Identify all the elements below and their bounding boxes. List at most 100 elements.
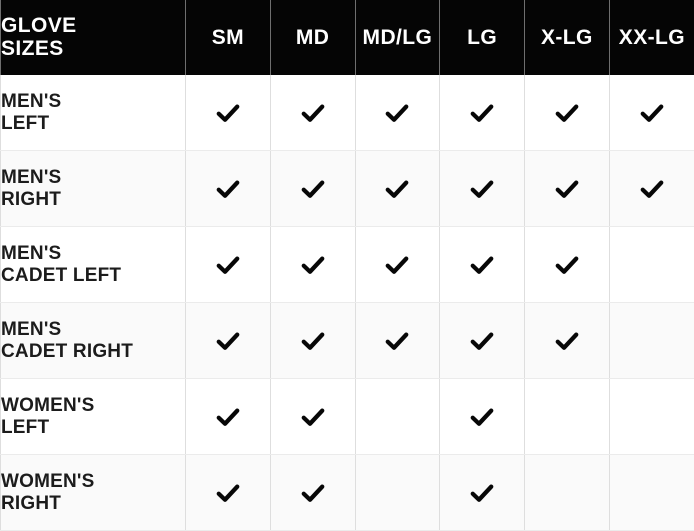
row-label-line: RIGHT bbox=[1, 189, 185, 210]
checkmark-icon bbox=[440, 455, 524, 530]
column-header-xx-lg: XX-LG bbox=[609, 0, 694, 75]
checkmark-icon bbox=[356, 151, 440, 226]
table-corner-title: GLOVE SIZES bbox=[1, 0, 186, 75]
checkmark-icon bbox=[440, 227, 524, 302]
checkmark-icon bbox=[525, 151, 609, 226]
row-label-line: MEN'S bbox=[1, 319, 185, 340]
checkmark-icon bbox=[271, 455, 355, 530]
checkmark-icon bbox=[610, 75, 694, 150]
row-label-line: LEFT bbox=[1, 417, 185, 438]
empty-marker bbox=[525, 379, 609, 454]
availability-cell-checked bbox=[525, 151, 610, 227]
checkmark-icon bbox=[186, 303, 270, 378]
checkmark-icon bbox=[356, 303, 440, 378]
row-label-line: RIGHT bbox=[1, 493, 185, 514]
availability-cell-checked bbox=[609, 75, 694, 151]
availability-cell-checked bbox=[609, 151, 694, 227]
row-label-line: WOMEN'S bbox=[1, 395, 185, 416]
empty-marker bbox=[610, 303, 694, 378]
availability-cell-checked bbox=[440, 303, 525, 379]
row-label-line: MEN'S bbox=[1, 167, 185, 188]
table-header-row: GLOVE SIZES SM MD MD/LG LG X-LG XX-LG bbox=[1, 0, 694, 75]
availability-cell-checked bbox=[270, 455, 355, 531]
availability-cell-checked bbox=[186, 455, 271, 531]
availability-cell-empty bbox=[609, 455, 694, 531]
availability-cell-checked bbox=[186, 379, 271, 455]
column-header-x-lg: X-LG bbox=[525, 0, 610, 75]
row-label-line: CADET RIGHT bbox=[1, 341, 185, 362]
checkmark-icon bbox=[440, 75, 524, 150]
row-label-line: LEFT bbox=[1, 113, 185, 134]
availability-cell-checked bbox=[270, 151, 355, 227]
empty-marker bbox=[610, 379, 694, 454]
empty-marker bbox=[356, 455, 440, 530]
checkmark-icon bbox=[271, 379, 355, 454]
checkmark-icon bbox=[525, 227, 609, 302]
availability-cell-checked bbox=[270, 75, 355, 151]
empty-marker bbox=[356, 379, 440, 454]
empty-marker bbox=[525, 455, 609, 530]
availability-cell-empty bbox=[609, 303, 694, 379]
column-header-md: MD bbox=[270, 0, 355, 75]
row-label-line: WOMEN'S bbox=[1, 471, 185, 492]
checkmark-icon bbox=[356, 75, 440, 150]
checkmark-icon bbox=[356, 227, 440, 302]
availability-cell-checked bbox=[525, 227, 610, 303]
availability-cell-empty bbox=[525, 379, 610, 455]
column-header-md-lg: MD/LG bbox=[355, 0, 440, 75]
availability-cell-checked bbox=[525, 303, 610, 379]
checkmark-icon bbox=[525, 75, 609, 150]
availability-cell-checked bbox=[186, 227, 271, 303]
availability-cell-checked bbox=[355, 75, 440, 151]
availability-cell-checked bbox=[355, 151, 440, 227]
row-label-line: MEN'S bbox=[1, 91, 185, 112]
availability-cell-checked bbox=[440, 75, 525, 151]
checkmark-icon bbox=[440, 303, 524, 378]
checkmark-icon bbox=[186, 379, 270, 454]
availability-cell-checked bbox=[440, 227, 525, 303]
empty-marker bbox=[610, 227, 694, 302]
availability-cell-checked bbox=[355, 227, 440, 303]
availability-cell-empty bbox=[355, 455, 440, 531]
availability-cell-checked bbox=[440, 455, 525, 531]
checkmark-icon bbox=[440, 151, 524, 226]
availability-cell-empty bbox=[355, 379, 440, 455]
checkmark-icon bbox=[271, 151, 355, 226]
checkmark-icon bbox=[271, 227, 355, 302]
availability-cell-checked bbox=[270, 227, 355, 303]
availability-cell-checked bbox=[270, 303, 355, 379]
corner-title-line-2: SIZES bbox=[1, 38, 185, 61]
availability-cell-empty bbox=[609, 379, 694, 455]
checkmark-icon bbox=[271, 303, 355, 378]
availability-cell-empty bbox=[525, 455, 610, 531]
column-header-lg: LG bbox=[440, 0, 525, 75]
empty-marker bbox=[610, 455, 694, 530]
availability-cell-checked bbox=[270, 379, 355, 455]
availability-cell-checked bbox=[525, 75, 610, 151]
checkmark-icon bbox=[186, 455, 270, 530]
availability-cell-checked bbox=[186, 151, 271, 227]
checkmark-icon bbox=[186, 151, 270, 226]
checkmark-icon bbox=[610, 151, 694, 226]
availability-cell-empty bbox=[609, 227, 694, 303]
checkmark-icon bbox=[525, 303, 609, 378]
checkmark-icon bbox=[186, 75, 270, 150]
table-header: GLOVE SIZES SM MD MD/LG LG X-LG XX-LG bbox=[1, 0, 694, 75]
availability-cell-checked bbox=[440, 151, 525, 227]
availability-cell-checked bbox=[186, 75, 271, 151]
corner-title-line-1: GLOVE bbox=[1, 15, 185, 38]
checkmark-icon bbox=[271, 75, 355, 150]
